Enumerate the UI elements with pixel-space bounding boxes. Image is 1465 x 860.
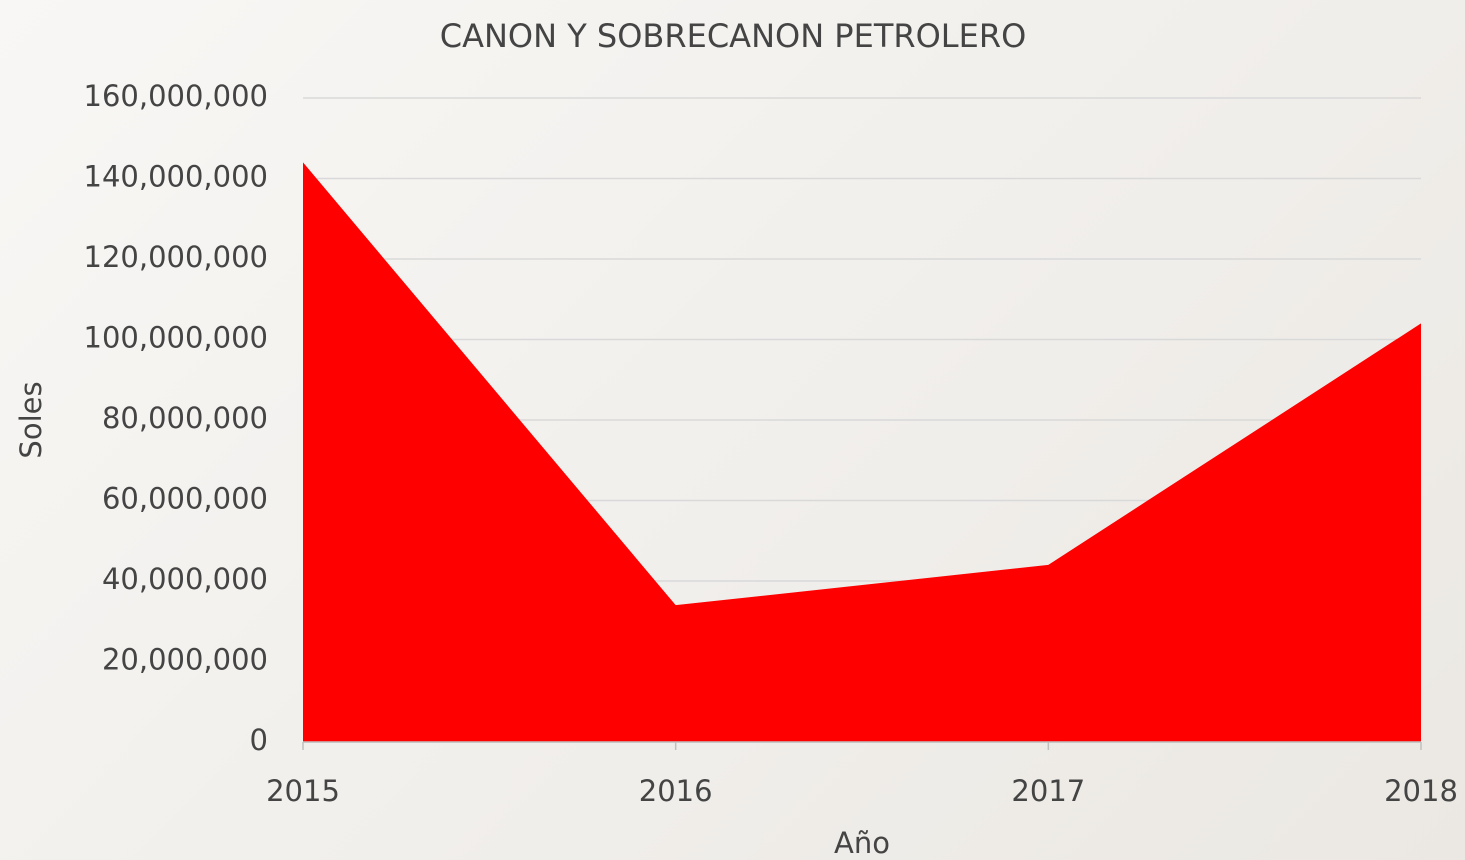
x-tick-label: 2017 (1011, 774, 1085, 808)
y-tick-label: 20,000,000 (102, 643, 268, 677)
x-tick-label: 2018 (1384, 774, 1458, 808)
y-tick-label: 100,000,000 (84, 321, 269, 355)
y-tick-label: 120,000,000 (84, 240, 269, 274)
y-tick-label: 140,000,000 (84, 160, 269, 194)
x-axis-label: Año (834, 826, 890, 860)
y-tick-label: 60,000,000 (102, 482, 268, 516)
y-tick-label: 160,000,000 (84, 79, 269, 113)
chart-title: CANON Y SOBRECANON PETROLERO (440, 17, 1027, 55)
x-tick-label: 2016 (639, 774, 713, 808)
y-axis-label: Soles (14, 381, 48, 458)
x-tick-label: 2015 (266, 774, 340, 808)
area (303, 162, 1421, 742)
y-tick-label: 40,000,000 (102, 562, 268, 596)
y-tick-label: 80,000,000 (102, 401, 268, 435)
y-tick-label: 0 (250, 723, 268, 757)
